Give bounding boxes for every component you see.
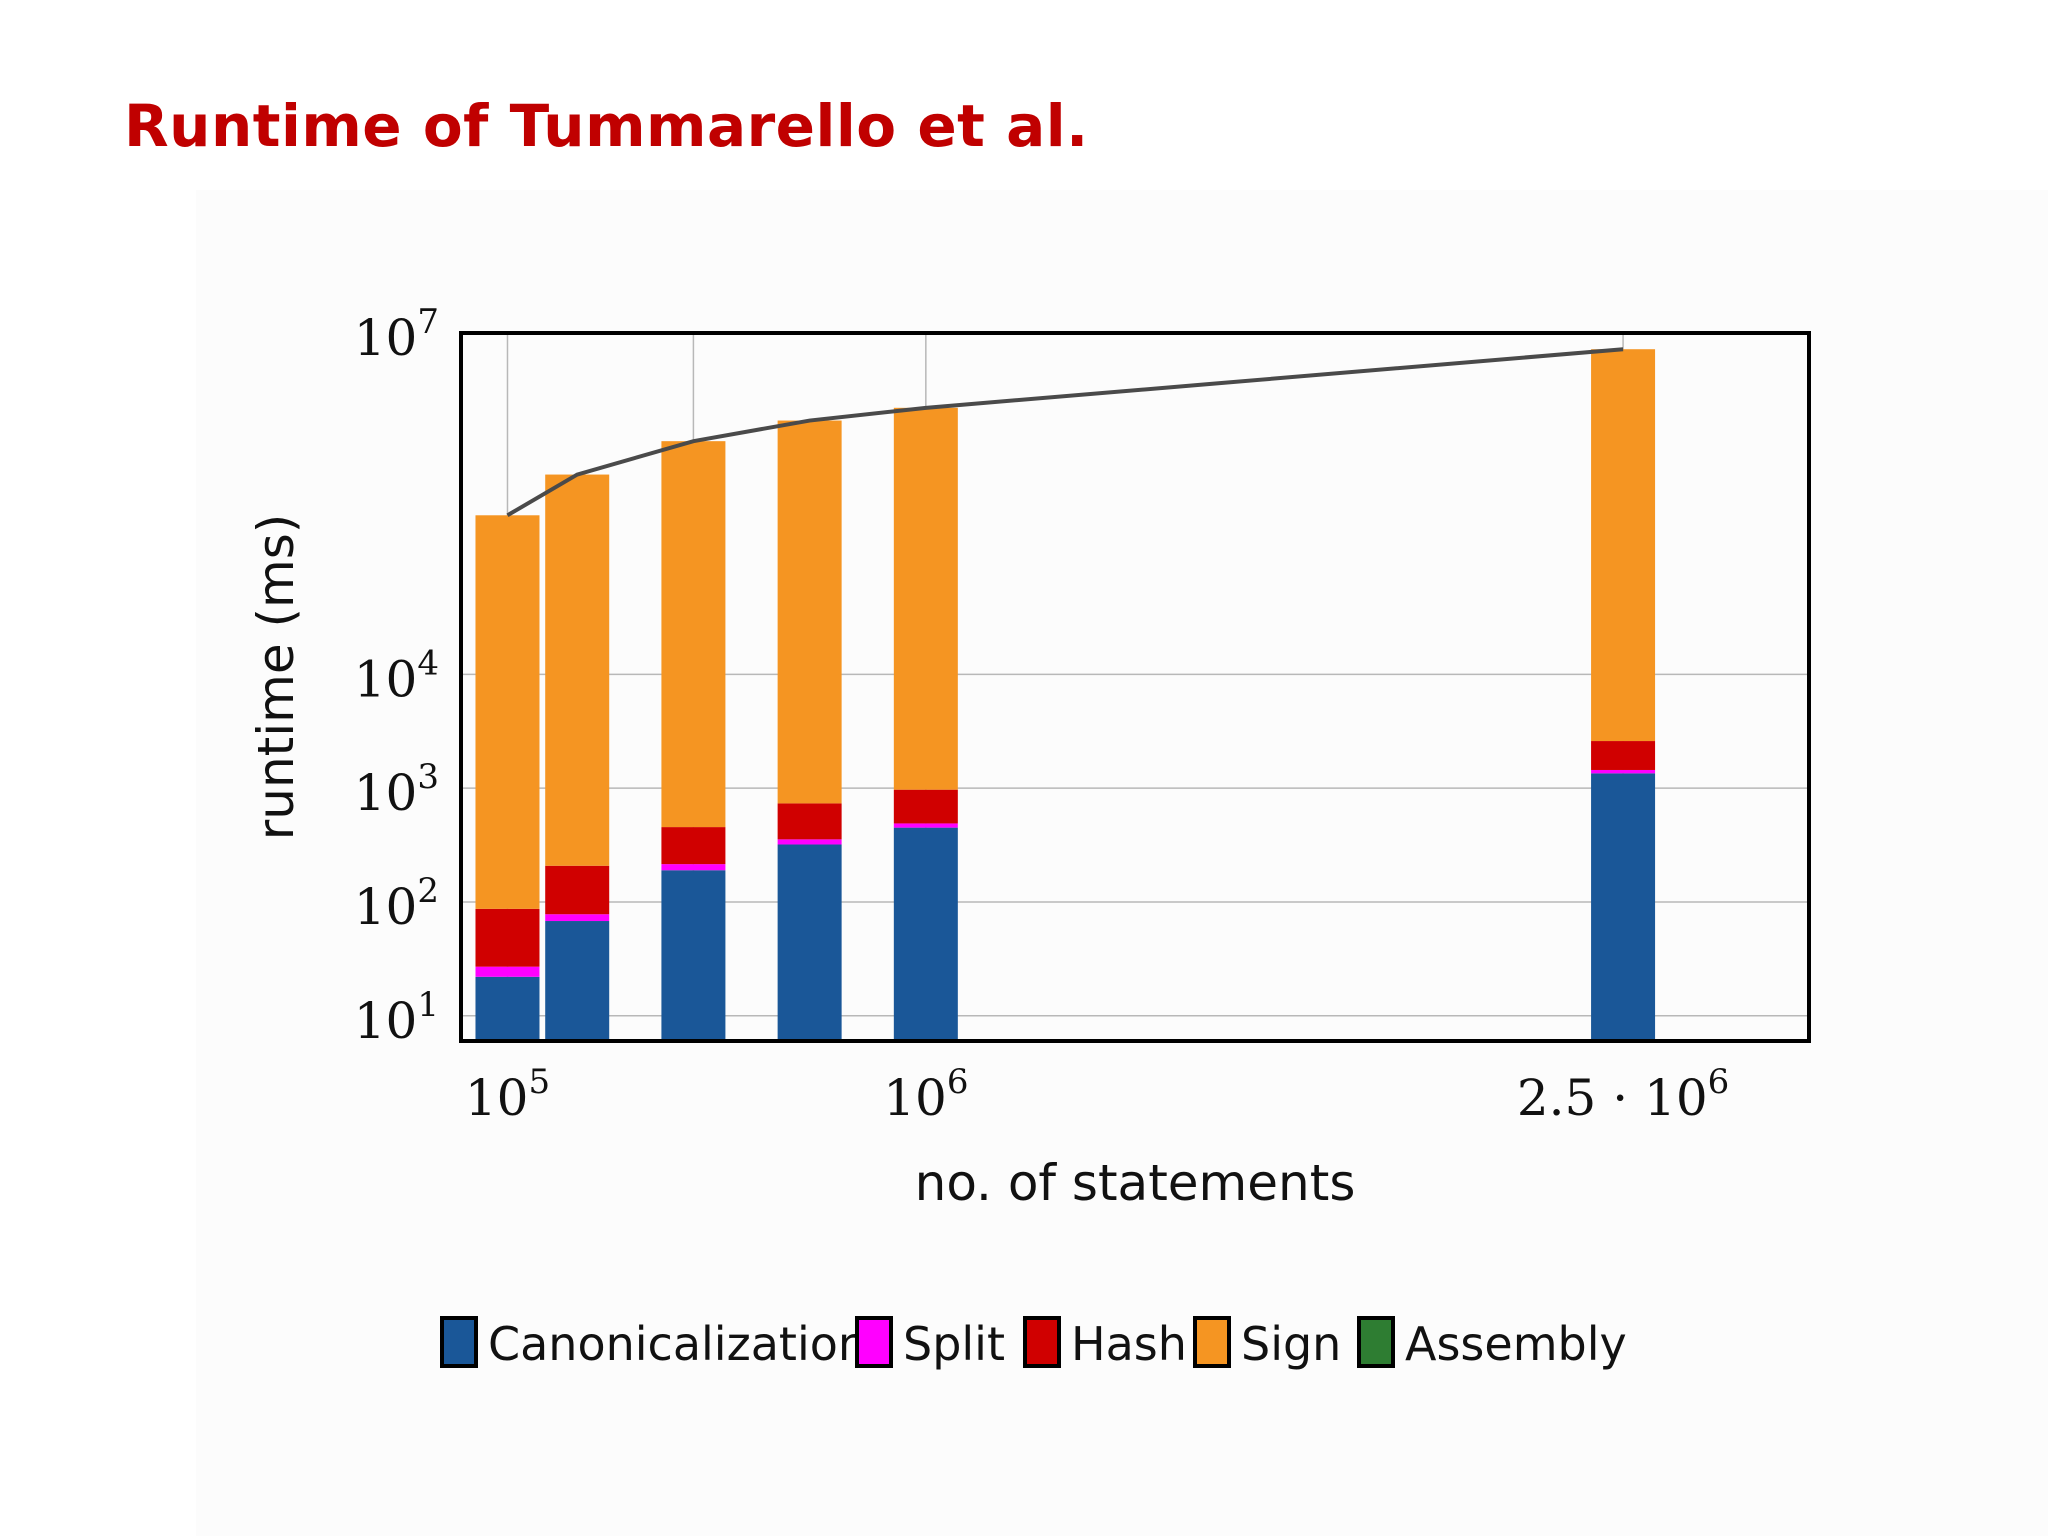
bar-segment-sign	[661, 441, 726, 828]
bar-segment-split	[893, 823, 958, 828]
bar-segment-split	[661, 864, 726, 871]
bar-stack	[893, 407, 958, 1041]
legend-label: Assembly	[1405, 1317, 1627, 1371]
legend-item-assembly: Assembly	[1357, 1316, 1627, 1371]
y-tick-labels: 101 102 103 104 107	[354, 302, 439, 1050]
bar-stack	[545, 474, 610, 1041]
bar-stack	[661, 441, 726, 1041]
legend-label: Canonicalization	[488, 1317, 867, 1371]
legend-label: Split	[903, 1317, 1005, 1371]
total-line-path	[506, 347, 1624, 518]
legend-swatch	[1357, 1316, 1395, 1368]
bar-segment-sign	[545, 474, 610, 866]
bar-segment-split	[475, 966, 540, 977]
bar-segment-split	[777, 839, 842, 845]
bar-segment-hash	[893, 789, 958, 824]
legend-item-sign: Sign	[1193, 1316, 1341, 1371]
legend-label: Sign	[1241, 1317, 1341, 1371]
bar-segment-canonicalization	[1591, 773, 1656, 1041]
bar-segment-sign	[777, 420, 842, 804]
y-tick-label: 103	[354, 757, 439, 822]
legend-swatch	[1193, 1316, 1231, 1368]
bar-segment-canonicalization	[893, 827, 958, 1041]
x-tick-label: 106	[883, 1062, 968, 1127]
bar-segment-hash	[777, 803, 842, 840]
bar-segment-hash	[545, 865, 610, 915]
x-tick-label: 105	[465, 1062, 550, 1127]
bar-segment-split	[1591, 769, 1656, 774]
bar-segment-canonicalization	[545, 921, 610, 1041]
bar-stack	[1591, 349, 1656, 1041]
bar-segment-canonicalization	[777, 844, 842, 1041]
bar-stack	[777, 420, 842, 1041]
bar-stack	[475, 515, 540, 1041]
bar-segment-hash	[661, 827, 726, 865]
bars	[475, 349, 1656, 1041]
y-tick-label: 107	[354, 302, 439, 367]
bar-segment-sign	[893, 407, 958, 790]
y-tick-label: 101	[354, 985, 439, 1050]
bar-segment-hash	[475, 908, 540, 967]
y-tick-label: 102	[354, 871, 439, 936]
bar-segment-canonicalization	[475, 976, 540, 1041]
y-tick-label: 104	[354, 643, 439, 708]
bar-segment-sign	[475, 515, 540, 909]
bar-segment-split	[545, 914, 610, 922]
plot-frame	[459, 331, 1811, 1043]
x-tick-label: 2.5 · 106	[1517, 1062, 1729, 1127]
slide-title: Runtime of Tummarello et al.	[124, 92, 1089, 160]
legend: Canonicalization Split Hash Sign Assembly	[440, 1316, 1627, 1371]
legend-swatch	[440, 1316, 478, 1368]
legend-label: Hash	[1071, 1317, 1187, 1371]
x-tick-labels: 105 106 2.5 · 106	[465, 1062, 1729, 1127]
total-runtime-line	[506, 347, 1624, 518]
bar-segment-hash	[1591, 741, 1656, 770]
legend-item-canonicalization: Canonicalization	[440, 1316, 867, 1371]
bar-segment-canonicalization	[661, 870, 726, 1041]
legend-item-hash: Hash	[1023, 1316, 1187, 1371]
y-axis-title: runtime (ms)	[247, 514, 305, 841]
legend-item-split: Split	[855, 1316, 1005, 1371]
x-axis-title: no. of statements	[915, 1154, 1356, 1212]
bar-segment-sign	[1591, 349, 1656, 742]
legend-swatch	[1023, 1316, 1061, 1368]
legend-swatch	[855, 1316, 893, 1368]
